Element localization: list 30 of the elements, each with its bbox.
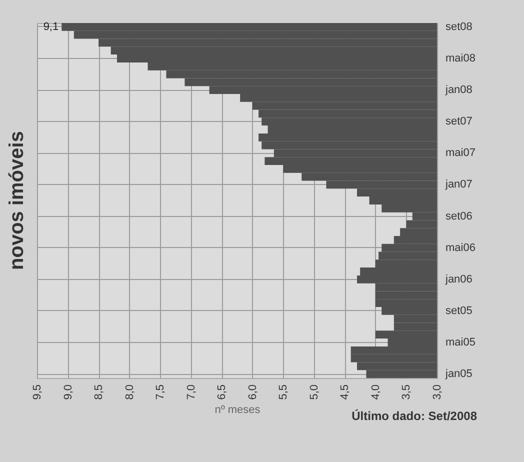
x-axis-title: nº meses [214, 404, 261, 416]
x-tick-label: 7,0 [185, 384, 198, 400]
x-tick-label: 6,5 [216, 384, 228, 400]
text: Último dado: Set/2008 [352, 409, 478, 423]
x-tick-label: 4,0 [370, 384, 382, 400]
y-tick-label: mai08 [446, 52, 476, 64]
y-tick-label: set05 [446, 304, 472, 317]
x-tick-label: 9,0 [62, 384, 74, 400]
x-tick-label: 5,0 [308, 384, 320, 400]
y-tick-label: mai06 [446, 242, 476, 254]
x-tick-label: 9,5 [32, 384, 44, 400]
text: novos imóveis [6, 131, 28, 270]
x-tick-label: 8,0 [124, 384, 136, 400]
x-tick-label: 4,5 [339, 384, 352, 400]
x-tick-label: 6,0 [246, 384, 259, 400]
data-label: 9,1 [43, 20, 59, 33]
x-tick-label: 3,5 [400, 384, 413, 400]
x-tick-label: 3,0 [432, 384, 444, 400]
y-tick-label: set08 [446, 20, 472, 33]
x-tick-label: 5,5 [278, 384, 290, 400]
y-tick-label: set06 [446, 210, 472, 222]
y-tick-label: mai05 [446, 336, 476, 348]
y-tick-label: jan06 [444, 273, 472, 286]
y-tick-label: set07 [446, 116, 472, 128]
y-tick-label: jan08 [444, 84, 472, 96]
x-tick-label: 8,5 [93, 384, 106, 400]
y-tick-label: mai07 [446, 147, 476, 160]
y-tick-label: jan05 [444, 368, 472, 380]
y-tick-label: jan07 [444, 178, 472, 191]
x-tick-label: 7,5 [154, 384, 167, 400]
